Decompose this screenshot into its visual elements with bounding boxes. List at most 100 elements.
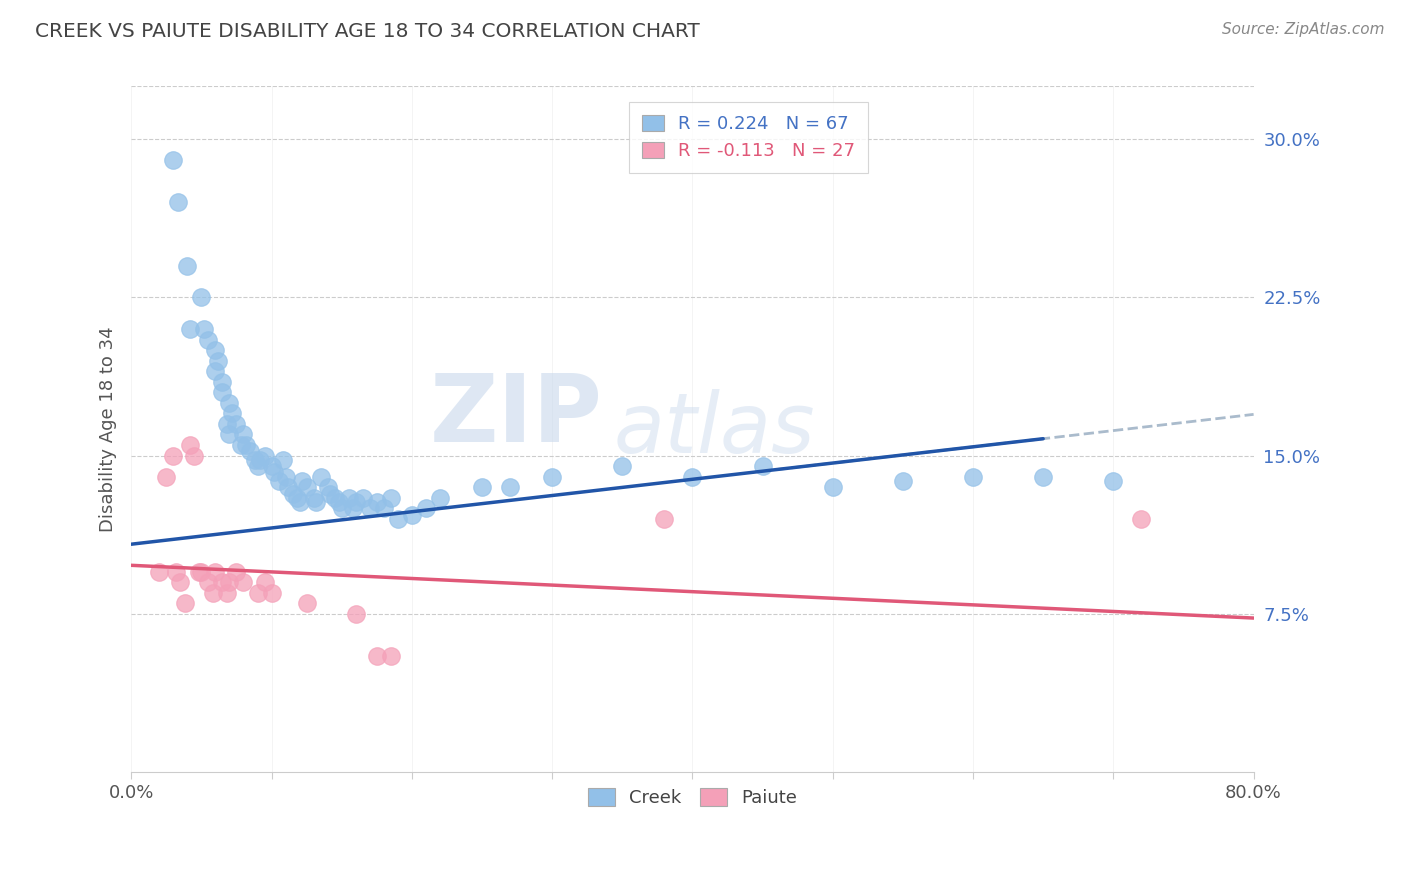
Point [821,480,844,494]
Point [277,480,299,494]
Point [197,575,219,590]
Point [165,565,187,579]
Point [380,648,402,663]
Point [295,596,318,610]
Point [429,491,451,505]
Point [471,480,494,494]
Point [288,495,311,509]
Point [271,452,294,467]
Point [246,585,269,599]
Point [751,459,773,474]
Point [302,491,325,505]
Point [249,452,271,467]
Point [246,459,269,474]
Point [162,153,184,168]
Point [239,444,262,458]
Point [366,648,388,663]
Point [253,575,276,590]
Point [337,491,360,505]
Point [211,375,233,389]
Point [215,585,238,599]
Text: CREEK VS PAIUTE DISABILITY AGE 18 TO 34 CORRELATION CHART: CREEK VS PAIUTE DISABILITY AGE 18 TO 34 … [35,22,700,41]
Point [204,565,226,579]
Point [352,491,374,505]
Text: atlas: atlas [614,389,815,470]
Point [169,575,191,590]
Point [260,459,283,474]
Point [541,469,564,483]
Point [211,575,233,590]
Point [274,469,297,483]
Point [344,607,367,621]
Text: Source: ZipAtlas.com: Source: ZipAtlas.com [1222,22,1385,37]
Point [330,501,353,516]
Point [215,417,238,431]
Point [305,495,328,509]
Point [499,480,522,494]
Point [612,459,634,474]
Point [366,495,388,509]
Point [225,565,247,579]
Point [344,495,367,509]
Point [190,565,212,579]
Point [401,508,423,522]
Point [328,495,350,509]
Point [193,322,215,336]
Point [387,512,409,526]
Point [232,575,254,590]
Point [309,469,332,483]
Point [681,469,703,483]
Point [962,469,984,483]
Point [211,385,233,400]
Point [260,585,283,599]
Point [1102,474,1125,488]
Point [359,501,381,516]
Point [201,585,224,599]
Point [155,469,177,483]
Point [179,438,201,452]
Point [218,427,240,442]
Point [218,396,240,410]
Point [225,417,247,431]
Point [654,512,676,526]
Text: ZIP: ZIP [430,369,603,461]
Point [148,565,170,579]
Point [162,449,184,463]
Point [235,438,257,452]
Point [207,353,229,368]
Point [221,406,243,420]
Point [295,480,318,494]
Point [190,290,212,304]
Y-axis label: Disability Age 18 to 34: Disability Age 18 to 34 [100,326,117,532]
Point [342,501,364,516]
Point [891,474,914,488]
Point [179,322,201,336]
Point [281,486,304,500]
Point [166,195,188,210]
Point [204,364,226,378]
Point [263,466,285,480]
Point [323,491,346,505]
Point [291,474,314,488]
Point [187,565,209,579]
Point [1130,512,1153,526]
Point [380,491,402,505]
Point [1032,469,1054,483]
Point [229,438,252,452]
Point [243,452,266,467]
Point [316,480,339,494]
Point [232,427,254,442]
Point [176,259,198,273]
Point [183,449,205,463]
Point [373,501,395,516]
Point [267,474,290,488]
Point [319,486,342,500]
Point [173,596,195,610]
Point [415,501,437,516]
Point [285,491,308,505]
Point [253,449,276,463]
Point [218,575,240,590]
Legend: Creek, Paiute: Creek, Paiute [581,781,804,814]
Point [197,333,219,347]
Point [204,343,226,357]
